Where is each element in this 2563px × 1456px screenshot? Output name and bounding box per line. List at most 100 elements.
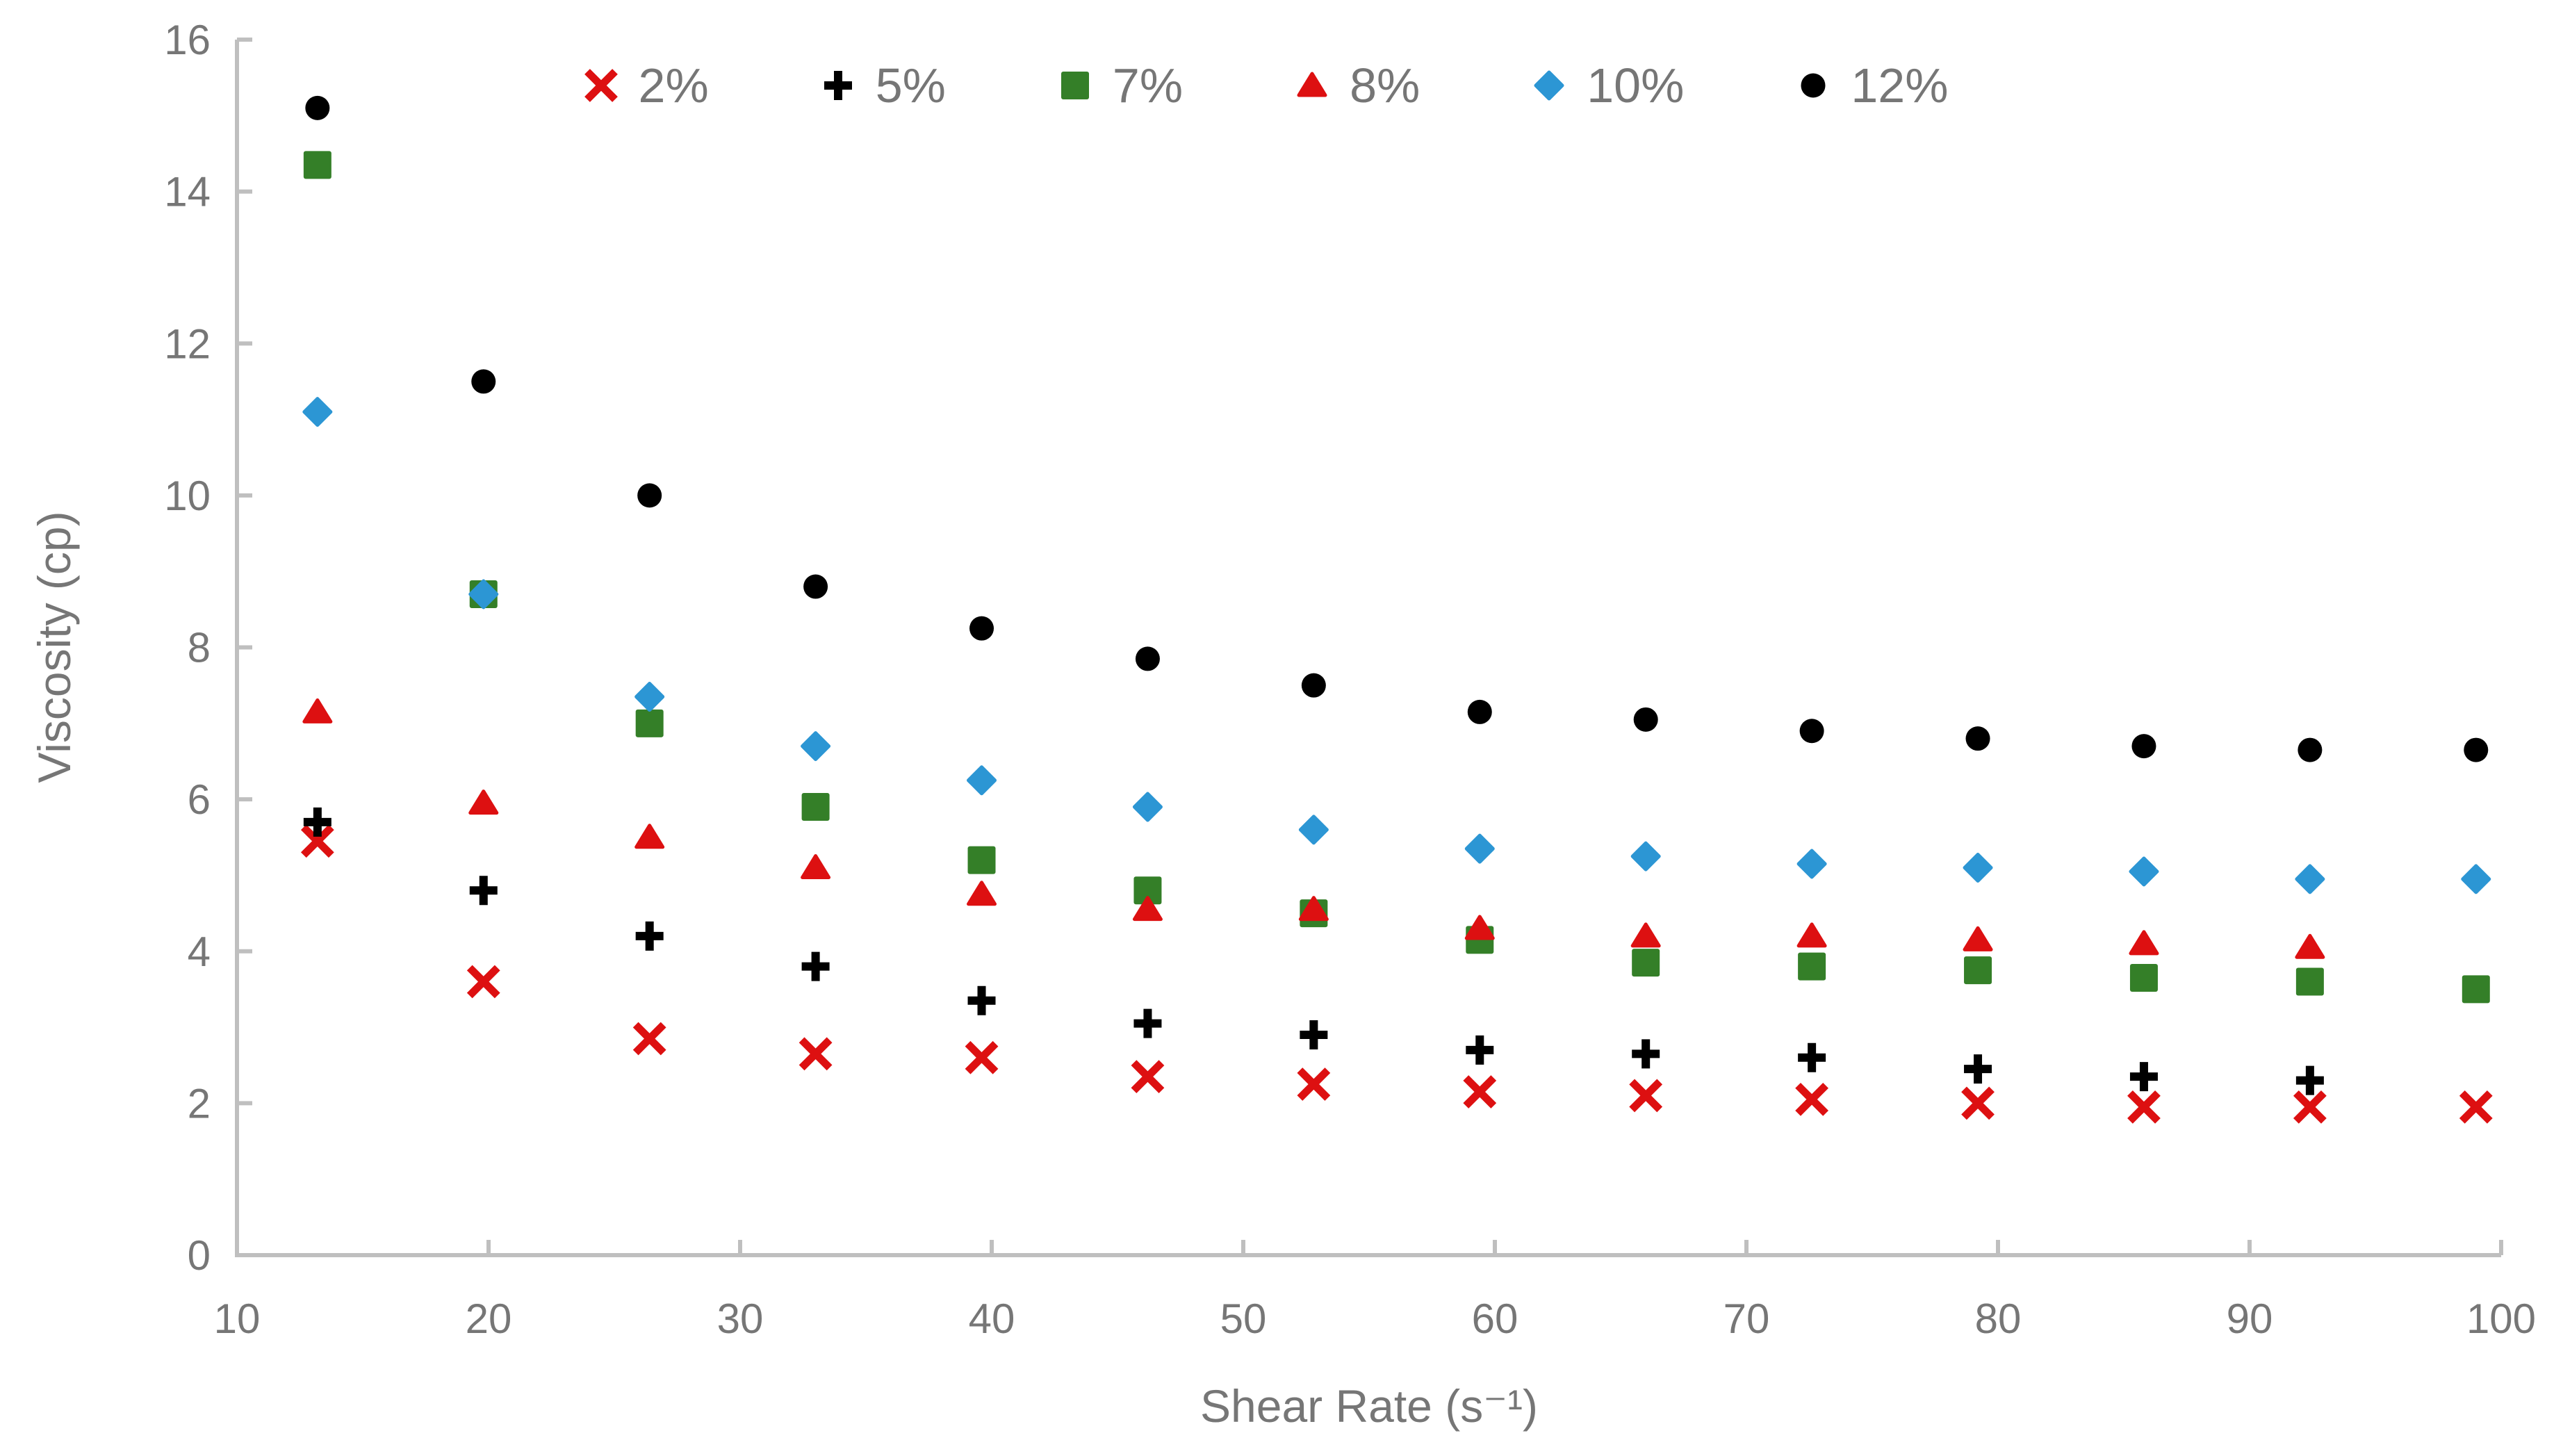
marker-2%-pt11	[1961, 1086, 1995, 1120]
y-tick-label: 6	[188, 776, 211, 823]
marker-2%-pt6	[1131, 1060, 1165, 1094]
marker-2%-pt1	[300, 824, 334, 858]
marker-12%-pt10	[1799, 719, 1824, 744]
marker-8%-pt1	[302, 698, 333, 723]
marker-10%-pt11	[1963, 853, 1993, 883]
marker-12%-pt11	[1965, 726, 1990, 751]
marker-5%-pt11	[1964, 1054, 1992, 1084]
marker-12%-pt6	[1135, 646, 1160, 671]
series-12%	[305, 95, 2489, 762]
marker-10%-pt2	[468, 579, 499, 610]
marker-12%-pt2	[471, 369, 496, 394]
legend-marker-diamond-icon	[1534, 70, 1564, 101]
marker-12%-pt3	[637, 483, 662, 508]
series-8%	[302, 698, 2325, 959]
marker-2%-pt9	[1629, 1079, 1663, 1113]
x-tick-label: 60	[1472, 1295, 1518, 1342]
legend-label: 7%	[1112, 58, 1184, 113]
marker-10%-pt12	[2129, 856, 2159, 887]
legend-label: 2%	[638, 58, 709, 113]
marker-12%-pt5	[969, 616, 994, 641]
marker-7%-pt4	[801, 793, 830, 821]
legend-item-2%: 2%	[582, 61, 709, 110]
marker-5%-pt7	[1300, 1020, 1328, 1049]
y-tick-label: 8	[188, 625, 211, 671]
series-7%	[303, 151, 2490, 1004]
marker-10%-pt9	[1630, 841, 1661, 872]
marker-12%-pt13	[2298, 737, 2323, 762]
marker-8%-pt6	[1132, 896, 1163, 922]
marker-7%-pt9	[1632, 949, 1660, 977]
legend-item-7%: 7%	[1056, 61, 1183, 110]
x-tick-label: 30	[717, 1295, 764, 1342]
legend-item-12%: 12%	[1794, 61, 1948, 110]
marker-2%-pt12	[2127, 1090, 2161, 1124]
marker-7%-pt1	[303, 151, 331, 179]
axis-lines	[235, 40, 2501, 1257]
legend-item-8%: 8%	[1293, 61, 1420, 110]
marker-5%-pt4	[801, 951, 830, 981]
y-tick-label: 10	[164, 473, 211, 519]
marker-12%-pt9	[1633, 707, 1658, 732]
y-tick-label: 0	[188, 1232, 211, 1279]
legend-label: 10%	[1587, 58, 1685, 113]
x-tick-label: 50	[1220, 1295, 1267, 1342]
marker-8%-pt12	[2129, 930, 2159, 956]
marker-10%-pt5	[967, 765, 997, 796]
x-tick-label: 40	[969, 1295, 1015, 1342]
y-tick-label: 14	[164, 169, 211, 215]
marker-10%-pt1	[302, 397, 333, 427]
marker-5%-pt6	[1133, 1008, 1162, 1038]
marker-8%-pt3	[634, 824, 665, 849]
marker-10%-pt8	[1464, 833, 1495, 864]
marker-7%-pt14	[2462, 975, 2490, 1004]
marker-5%-pt10	[1798, 1042, 1826, 1072]
legend-label: 12%	[1851, 58, 1949, 113]
legend-item-10%: 10%	[1530, 61, 1684, 110]
marker-8%-pt9	[1630, 922, 1661, 948]
marker-8%-pt2	[468, 790, 499, 815]
marker-8%-pt10	[1796, 922, 1827, 948]
marker-5%-pt9	[1632, 1039, 1660, 1069]
x-tick-label: 80	[1975, 1295, 2022, 1342]
marker-12%-pt8	[1467, 699, 1492, 724]
marker-5%-pt8	[1466, 1035, 1494, 1065]
marker-5%-pt3	[635, 921, 664, 951]
marker-12%-pt12	[2131, 734, 2156, 759]
x-axis-title: Shear Rate (s⁻¹)	[1200, 1380, 1538, 1432]
x-tick-label: 100	[2466, 1295, 2536, 1342]
series-5%	[303, 807, 2324, 1095]
marker-12%-pt14	[2464, 737, 2489, 762]
marker-10%-pt3	[634, 682, 665, 712]
marker-2%-pt3	[632, 1022, 666, 1056]
marker-12%-pt1	[305, 95, 330, 120]
marker-8%-pt5	[967, 881, 997, 906]
x-tick-label: 90	[2227, 1295, 2273, 1342]
marker-7%-pt11	[1964, 956, 1992, 985]
marker-12%-pt4	[803, 574, 828, 599]
legend-marker-x-icon	[584, 69, 618, 102]
marker-8%-pt8	[1464, 915, 1495, 940]
marker-7%-pt10	[1798, 952, 1826, 981]
marker-5%-pt1	[303, 807, 331, 837]
marker-7%-pt5	[967, 846, 996, 874]
y-axis-title: Viscosity (cp)	[28, 511, 80, 783]
marker-7%-pt3	[635, 709, 664, 737]
marker-5%-pt2	[469, 876, 498, 906]
marker-8%-pt4	[801, 854, 831, 880]
marker-2%-pt5	[965, 1040, 999, 1074]
marker-12%-pt7	[1301, 673, 1326, 698]
legend-marker-circle-icon	[1801, 73, 1826, 98]
marker-2%-pt7	[1297, 1068, 1331, 1101]
marker-10%-pt7	[1298, 815, 1329, 845]
series-10%	[302, 397, 2491, 894]
marker-10%-pt10	[1796, 849, 1827, 879]
x-tick-label: 10	[214, 1295, 261, 1342]
y-tick-label: 2	[188, 1080, 211, 1127]
marker-10%-pt13	[2295, 864, 2325, 894]
marker-7%-pt6	[1133, 876, 1162, 905]
marker-2%-pt10	[1795, 1083, 1829, 1116]
legend-item-5%: 5%	[819, 61, 946, 110]
